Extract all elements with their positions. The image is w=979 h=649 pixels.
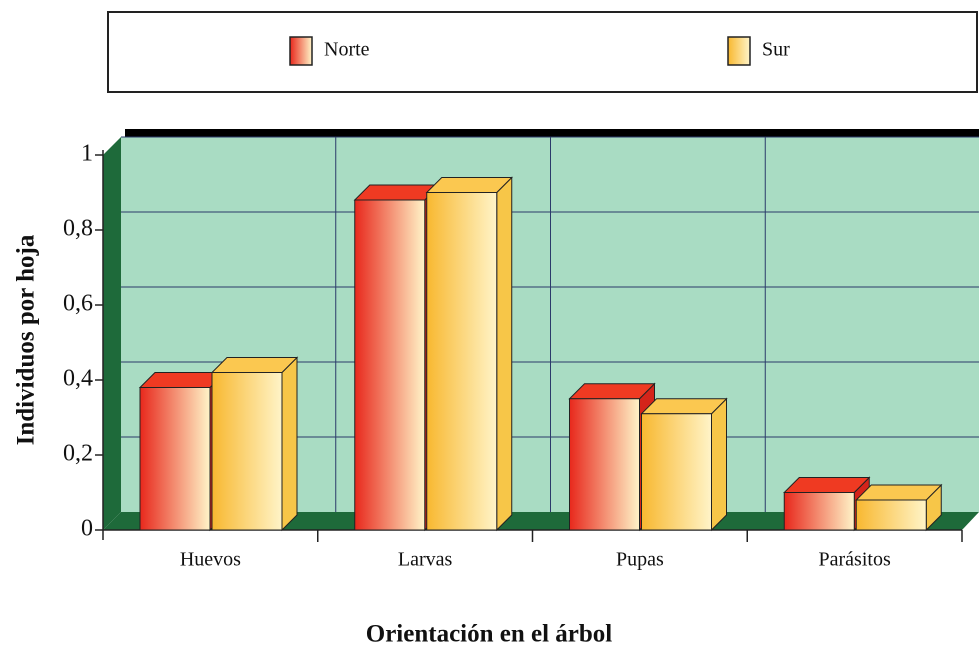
legend-swatch <box>727 36 751 66</box>
x-tick-label: Pupas <box>616 549 664 571</box>
top-edge <box>125 129 979 137</box>
y-tick-label: 0,8 <box>63 216 93 242</box>
x-tick-label: Larvas <box>398 549 453 571</box>
bar-top <box>640 398 728 415</box>
bar-side <box>281 356 298 532</box>
x-tick-label: Huevos <box>180 549 241 571</box>
x-tick-label: Parásitos <box>819 549 891 571</box>
legend-label: Norte <box>324 39 370 61</box>
y-tick-label: 0 <box>81 516 93 542</box>
y-tick-label: 1 <box>81 141 93 167</box>
legend-label: Sur <box>762 39 790 61</box>
bar-top <box>568 383 656 400</box>
bar <box>855 499 927 531</box>
bar-side <box>711 397 727 532</box>
bar-top <box>425 177 513 193</box>
y-axis-title: Individuos por hoja <box>13 234 40 445</box>
left-wall <box>103 137 121 530</box>
bar-top <box>855 484 943 501</box>
y-tick-label: 0,4 <box>63 366 93 392</box>
bar <box>139 387 211 531</box>
bar-top <box>210 357 299 373</box>
floor <box>103 512 979 530</box>
legend-box <box>107 11 978 93</box>
bar <box>426 192 498 531</box>
y-tick-label: 0,2 <box>63 441 93 467</box>
bar-top <box>783 477 871 493</box>
legend-swatch <box>289 36 313 66</box>
bar <box>569 398 640 531</box>
bar <box>211 372 283 531</box>
bar <box>783 492 855 531</box>
bar <box>354 199 426 531</box>
y-tick-label: 0,6 <box>63 291 93 317</box>
bar-side <box>496 176 513 532</box>
bar <box>641 413 712 531</box>
x-axis-title: Orientación en el árbol <box>366 621 613 648</box>
